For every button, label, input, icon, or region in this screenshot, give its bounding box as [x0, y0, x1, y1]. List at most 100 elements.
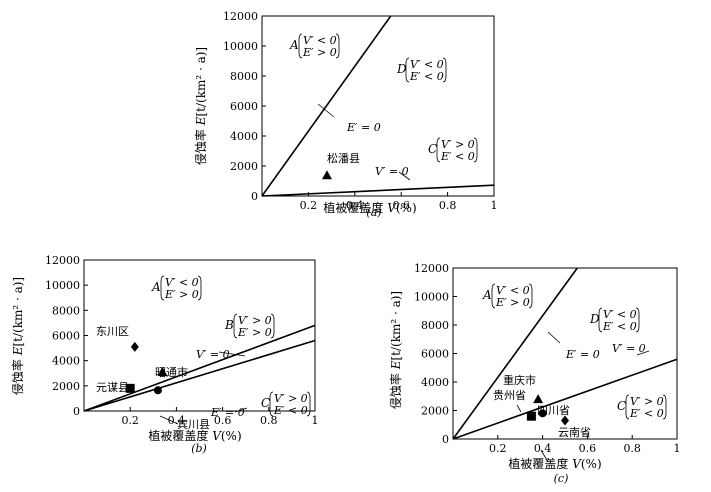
region-label-c: C V′ > 0E′ < 0: [428, 137, 478, 163]
x-tick-label: 0.2: [121, 414, 139, 427]
boundary-line-leader: [218, 351, 246, 357]
y-tick-label: 10000: [223, 40, 258, 53]
data-point-label: 宾川县: [177, 417, 210, 431]
region-bracket-right: [662, 394, 667, 420]
x-tick-label: 0.4: [168, 414, 186, 427]
y-axis-label: 侵蚀率 E[t/(km² · a)]: [10, 277, 25, 395]
y-tick-label: 2000: [230, 160, 258, 173]
region-letter: C: [261, 396, 270, 410]
region-letter: D: [589, 312, 600, 326]
region-bracket-right: [473, 137, 478, 163]
y-axis-unit: [t/(km² · a)]: [389, 291, 403, 361]
y-axis-unit: [t/(km² · a)]: [194, 47, 208, 117]
region-condition: V′ > 0: [274, 392, 308, 405]
data-point-square: [526, 411, 536, 421]
x-tick-label: 0.6: [214, 414, 232, 427]
data-point-label: 云南省: [558, 426, 591, 439]
data-point-diamond: [561, 415, 569, 426]
x-tick-label: 0.4: [346, 199, 364, 212]
region-bracket-right: [197, 275, 202, 301]
y-axis-label: 侵蚀率 E[t/(km² · a)]: [388, 291, 403, 409]
data-point-square: [125, 383, 135, 393]
data-point-leader: [159, 415, 179, 425]
x-axis-variable: V: [568, 457, 582, 471]
x-tick-label: 0.8: [623, 442, 641, 455]
x-axis-variable: V: [383, 201, 397, 215]
x-tick-label: 0.8: [439, 199, 457, 212]
region-condition: V′ < 0: [603, 308, 637, 321]
y-tick-label: 8000: [230, 70, 258, 83]
region-letter: B: [224, 318, 234, 332]
data-point-triangle: [533, 394, 544, 404]
chart-panel-2: 0 2000 4000 6000 8000 10000 12000 0.2 0.4 0.6 0.8 1…: [10, 254, 319, 455]
data-point-circle: [153, 386, 162, 395]
boundary-line-label: E′ = 0: [565, 348, 600, 361]
boundary-line-leader: [547, 331, 561, 344]
x-tick-label: 1: [491, 199, 498, 212]
y-tick-label: 12000: [414, 262, 449, 275]
x-tick-label: 0.8: [260, 414, 278, 427]
region-condition: V′ < 0: [303, 34, 337, 47]
y-tick-label: 8000: [421, 319, 449, 332]
x-tick-label: 1: [312, 414, 319, 427]
boundary-line-leader: [317, 103, 335, 118]
region-bracket-right: [635, 307, 640, 333]
data-point-label: 贵州省: [493, 389, 526, 402]
y-axis-label-text: 侵蚀率: [388, 373, 403, 409]
boundary-line-2: [83, 339, 316, 412]
region-letter: D: [396, 62, 407, 76]
region-condition: E′ < 0: [409, 70, 444, 83]
y-tick-label: 2000: [52, 380, 80, 393]
y-axis-variable: E: [11, 346, 25, 359]
region-bracket-left: [233, 313, 238, 339]
boundary-line-2: [452, 358, 678, 440]
region-bracket-left: [436, 137, 441, 163]
x-axis-label-text: 植被覆盖度: [148, 428, 208, 443]
y-tick-label: 6000: [230, 100, 258, 113]
boundary-line-2: [261, 184, 495, 197]
region-bracket-left: [160, 275, 165, 301]
region-label-a: A V′ < 0E′ > 0: [289, 33, 340, 59]
region-condition: V′ < 0: [165, 276, 199, 289]
boundary-line-label: V′ = 0: [612, 342, 646, 355]
x-axis-unit: (%): [581, 457, 602, 471]
region-condition: E′ < 0: [273, 404, 308, 417]
panel-label: (a): [366, 206, 381, 219]
y-tick-label: 2000: [421, 405, 449, 418]
region-condition: E′ < 0: [602, 320, 637, 333]
boundary-line-label: E′ = 0: [210, 406, 245, 419]
data-point-circle: [538, 409, 547, 418]
region-condition: E′ < 0: [440, 150, 475, 163]
data-point-leader: [540, 449, 549, 463]
region-label-c: C V′ > 0E′ < 0: [617, 394, 667, 420]
y-axis-unit: [t/(km² · a)]: [11, 277, 25, 347]
boundary-line-leader: [234, 407, 248, 413]
region-letter: A: [289, 38, 299, 52]
region-condition: V′ > 0: [238, 314, 272, 327]
region-label-b: B V′ > 0E′ > 0: [224, 313, 275, 339]
region-condition: E′ > 0: [164, 288, 199, 301]
region-bracket-left: [298, 33, 303, 59]
y-tick-label: 6000: [52, 330, 80, 343]
region-letter: C: [617, 399, 626, 413]
boundary-line-1: [452, 267, 578, 440]
region-letter: C: [428, 142, 437, 156]
x-axis-variable: V: [208, 429, 222, 443]
data-point-triangle: [321, 170, 332, 180]
region-bracket-left: [405, 57, 410, 83]
region-condition: E′ < 0: [629, 407, 664, 420]
x-axis-label: 植被覆盖度 V(%): [323, 200, 416, 215]
x-axis-unit: (%): [221, 429, 242, 443]
y-axis-variable: E: [389, 360, 403, 373]
y-tick-label: 8000: [52, 304, 80, 317]
y-axis-label-text: 侵蚀率: [10, 359, 25, 395]
region-bracket-left: [269, 391, 274, 417]
y-axis-variable: E: [194, 116, 208, 129]
y-tick-label: 0: [73, 405, 80, 418]
region-condition: E′ > 0: [302, 46, 337, 59]
region-bracket-left: [625, 394, 630, 420]
chart-panel-3: 0 2000 4000 6000 8000 10000 12000 0.2 0.4 0.6 0.8 1…: [388, 262, 681, 485]
boundary-line-leader: [398, 171, 411, 181]
data-point-label: 昭通市: [155, 365, 188, 379]
